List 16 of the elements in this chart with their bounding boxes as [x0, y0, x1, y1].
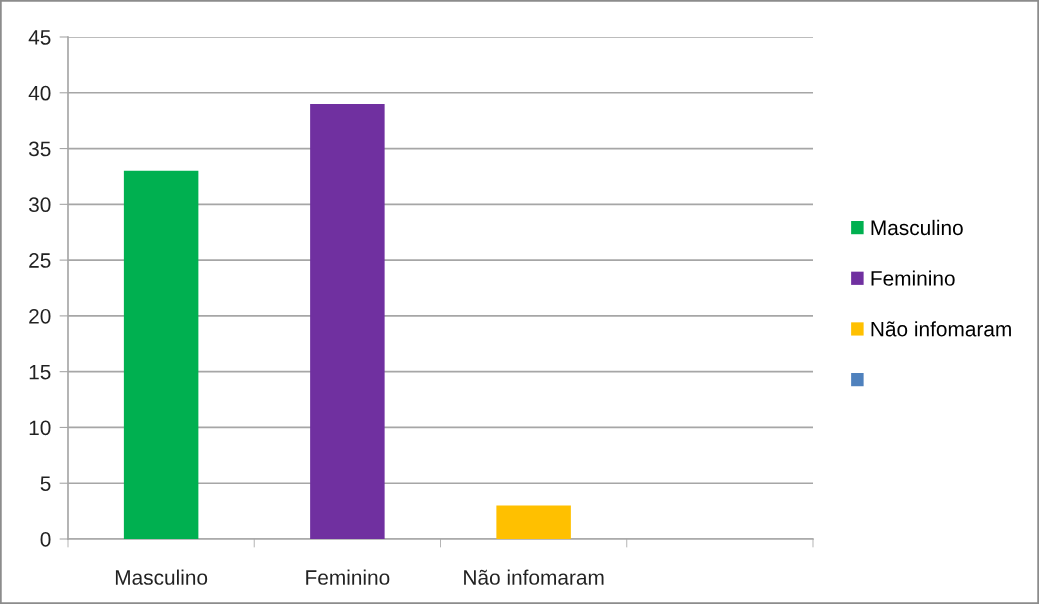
- legend-label: Masculino: [871, 219, 963, 236]
- y-tick-label: 20: [29, 308, 51, 324]
- y-tick-label: 15: [29, 364, 51, 380]
- y-tick-label: 0: [40, 532, 51, 547]
- y-tick-label: 25: [29, 253, 51, 268]
- x-tick-label: Não infomaram: [464, 569, 604, 585]
- x-tick-label: Masculino: [115, 569, 208, 585]
- legend-label: Feminino: [871, 270, 955, 286]
- y-tick-label: 40: [28, 85, 51, 101]
- y-tick-label: 45: [28, 30, 51, 45]
- y-tick-label: 5: [40, 476, 51, 491]
- y-tick-label: 10: [29, 420, 51, 436]
- x-tick-label: Feminino: [306, 569, 390, 585]
- y-tick-label: 35: [28, 141, 51, 157]
- y-tick-label: 30: [28, 197, 51, 213]
- legend-label: Não infomaram: [871, 321, 1011, 337]
